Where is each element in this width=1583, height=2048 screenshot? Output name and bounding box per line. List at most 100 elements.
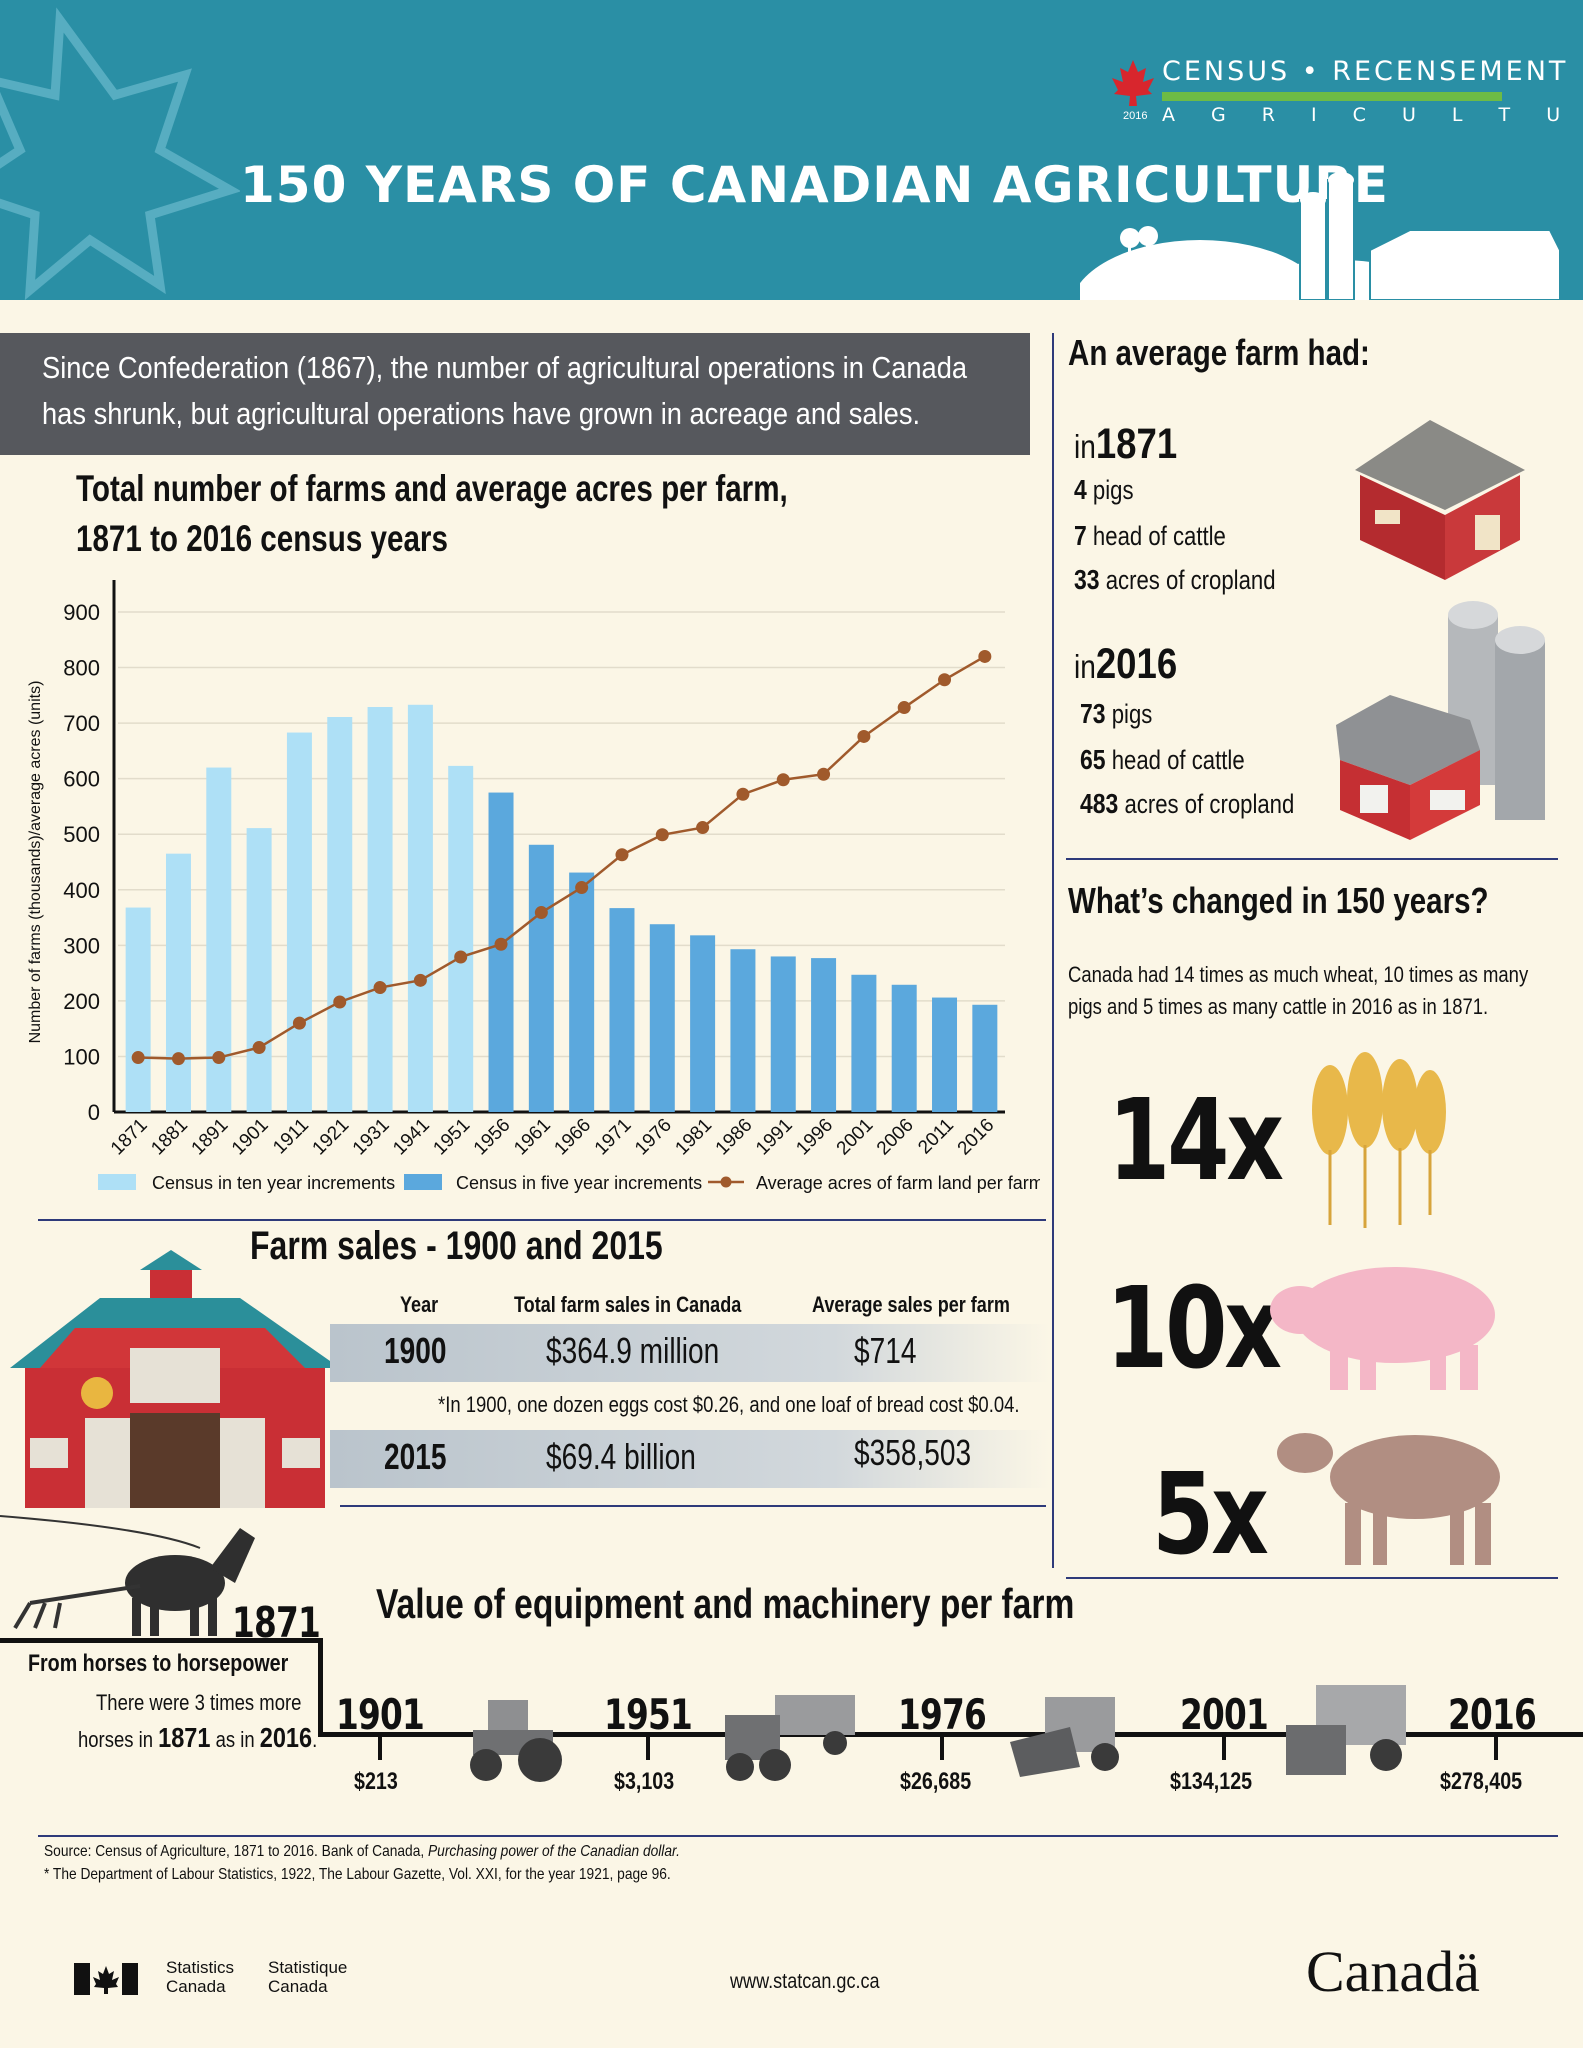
- x-tick-label-1971: 1971: [591, 1115, 636, 1160]
- chart-title-line-2: 1871 to 2016 census years: [76, 518, 448, 559]
- point-average-acres-1941: [413, 973, 427, 987]
- tick-1901: [378, 1734, 382, 1760]
- legend-label-five-year: Census in five year increments: [456, 1173, 702, 1193]
- sales-header-total: Total farm sales in Canada: [514, 1292, 742, 1317]
- divider-sales-bottom: [340, 1505, 1046, 1507]
- pigs-multiplier: 10x: [1106, 1264, 1282, 1394]
- divider-right-1: [1066, 858, 1558, 860]
- point-average-acres-1871: [131, 1051, 145, 1065]
- page-title: 150 YEARS OF CANADIAN AGRICULTURE: [240, 156, 1389, 214]
- point-average-acres-1891: [212, 1051, 226, 1065]
- x-tick-label-1986: 1986: [712, 1115, 757, 1160]
- canada-flag-icon: [74, 1963, 138, 1995]
- farms-acres-chart: 0 100 200 300 400 500 600 700 800 900 Number of fa…: [27, 580, 1040, 1193]
- sales-row-2015-band: [330, 1430, 1050, 1488]
- chart-title-line-1: Total number of farms and average acres …: [76, 468, 788, 509]
- equipment-year-1976: 1976: [898, 1690, 987, 1739]
- y-tick-label-900: 900: [63, 600, 100, 625]
- census-logo-title: CENSUS • RECENSEMENT: [1162, 56, 1569, 87]
- x-tick-label-1941: 1941: [389, 1115, 434, 1160]
- header-banner: 150 YEARS OF CANADIAN AGRICULTURE CENSUS…: [0, 0, 1583, 300]
- sales-row-2015-year: 2015: [384, 1436, 447, 1477]
- x-tick-label-1966: 1966: [550, 1115, 595, 1160]
- y-tick-label-600: 600: [63, 767, 100, 792]
- tractor-icon: [470, 1700, 562, 1782]
- bar-five-year-1956: [488, 792, 514, 1112]
- stat-2016-cattle: 65 head of cattle: [1080, 744, 1245, 775]
- average-farm-2016-year: in2016: [1074, 640, 1178, 688]
- divider-right-2: [1066, 1577, 1558, 1579]
- stat-1871-cropland: 33 acres of cropland: [1074, 564, 1276, 595]
- y-tick-label-200: 200: [63, 989, 100, 1014]
- stat-1871-pigs: 4 pigs: [1074, 474, 1134, 505]
- statcan-fr: Statistique Canada: [268, 1958, 348, 1996]
- y-tick-label-700: 700: [63, 711, 100, 736]
- changed-heading: What’s changed in 150 years?: [1068, 880, 1489, 921]
- stat-2016-pigs: 73 pigs: [1080, 698, 1153, 729]
- x-tick-label-1871: 1871: [107, 1115, 152, 1160]
- average-farm-1871-year: in1871: [1074, 420, 1178, 468]
- point-average-acres-1991: [776, 773, 790, 787]
- column-divider: [1052, 333, 1054, 1568]
- equipment-year-2016: 2016: [1448, 1690, 1537, 1739]
- bar-five-year-1991: [770, 956, 796, 1112]
- horses-heading: From horses to horsepower: [28, 1650, 289, 1677]
- point-average-acres-1996: [817, 767, 831, 781]
- x-tick-label-2011: 2011: [914, 1115, 958, 1159]
- large-combine-icon: [1286, 1685, 1406, 1775]
- point-average-acres-2001: [857, 729, 871, 743]
- bar-ten-year-1931: [367, 707, 393, 1112]
- intro-box: Since Confederation (1867), the number o…: [0, 333, 1030, 455]
- tick-1951: [646, 1734, 650, 1760]
- y-tick-label-800: 800: [63, 656, 100, 681]
- equipment-value-1901: $213: [354, 1768, 398, 1795]
- source-line-1: Source: Census of Agriculture, 1871 to 2…: [44, 1843, 680, 1860]
- x-tick-label-2001: 2001: [833, 1115, 878, 1160]
- canada-wordmark: Canadä: [1306, 1939, 1480, 2004]
- bar-ten-year-1901: [246, 828, 272, 1112]
- point-average-acres-1971: [615, 848, 629, 862]
- x-tick-label-1981: 1981: [671, 1115, 716, 1160]
- maple-leaf-outline-icon: [0, 7, 240, 300]
- sales-heading: Farm sales - 1900 and 2015: [250, 1224, 663, 1268]
- maple-leaf-icon: [1112, 60, 1154, 106]
- sales-header-year: Year: [400, 1292, 439, 1317]
- line-average-acres: [138, 655, 986, 1060]
- average-farm-heading: An average farm had:: [1068, 332, 1370, 373]
- statcan-url[interactable]: www.statcan.gc.ca: [730, 1970, 880, 1993]
- y-tick-label-500: 500: [63, 822, 100, 847]
- equipment-year-2001: 2001: [1180, 1690, 1269, 1739]
- census-logo: CENSUS • RECENSEMENT 2016 A G R I C U L …: [1110, 52, 1583, 132]
- cattle-multiplier: 5x: [1152, 1450, 1269, 1580]
- timeline-axis: [318, 1732, 1583, 1737]
- timeline-left-segment: [0, 1638, 322, 1643]
- point-average-acres-1981: [696, 821, 710, 835]
- point-average-acres-1961: [534, 906, 548, 920]
- bar-five-year-2016: [972, 1004, 998, 1112]
- point-average-acres-1881: [171, 1052, 185, 1066]
- changed-text-line-1: Canada had 14 times as much wheat, 10 ti…: [1068, 962, 1529, 987]
- y-tick-label-0: 0: [88, 1100, 100, 1125]
- point-average-acres-2006: [897, 701, 911, 715]
- y-tick-label-300: 300: [63, 933, 100, 958]
- source-line-2: * The Department of Labour Statistics, 1…: [44, 1866, 671, 1883]
- legend-swatch-five-year: [404, 1174, 442, 1190]
- bar-ten-year-1911: [286, 732, 312, 1112]
- intro-line-1: Since Confederation (1867), the number o…: [42, 350, 968, 385]
- sales-note: *In 1900, one dozen eggs cost $0.26, and…: [438, 1392, 1020, 1417]
- census-logo-bar: [1162, 92, 1502, 101]
- pig-icon: [1270, 1267, 1495, 1390]
- x-tick-label-1891: 1891: [188, 1115, 233, 1160]
- small-barn-icon: [1355, 420, 1525, 580]
- point-average-acres-1956: [494, 937, 508, 951]
- y-tick-label-400: 400: [63, 878, 100, 903]
- horses-text-line-1: There were 3 times more: [96, 1690, 302, 1715]
- y-tick-label-100: 100: [63, 1044, 100, 1069]
- sales-header-average: Average sales per farm: [812, 1292, 1010, 1317]
- horses-text-line-2: horses in 1871 as in 2016.: [78, 1722, 318, 1753]
- x-tick-label-1931: 1931: [349, 1115, 394, 1160]
- wheat-multiplier: 14x: [1108, 1076, 1284, 1206]
- large-barn-silos-icon: [1336, 601, 1545, 840]
- tick-1976: [940, 1734, 944, 1760]
- point-average-acres-1976: [655, 828, 669, 842]
